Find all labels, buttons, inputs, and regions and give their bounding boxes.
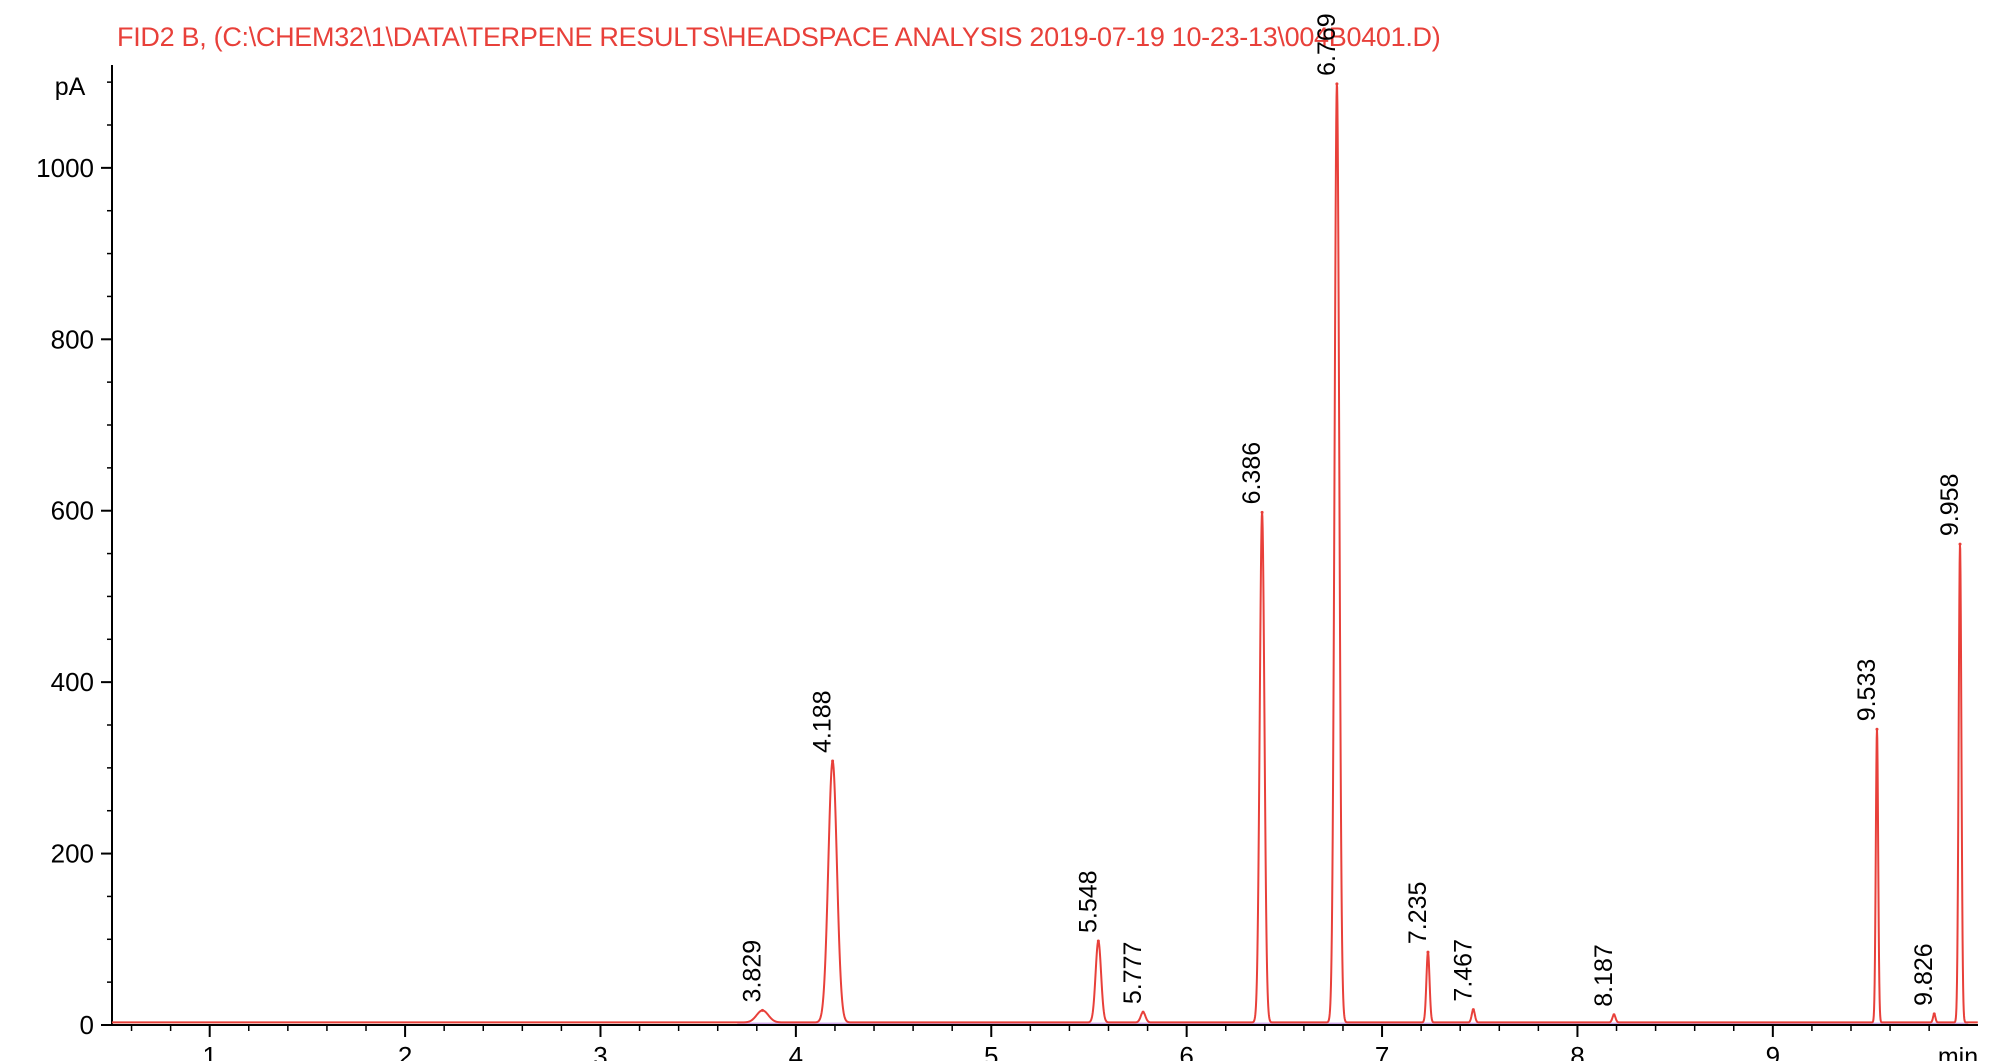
peak-apex	[1958, 542, 1962, 546]
y-tick-label: 200	[51, 839, 94, 869]
peak-apex	[1426, 950, 1430, 954]
peak-apex	[1875, 727, 1879, 731]
x-tick-label: 4	[789, 1041, 803, 1061]
peak-apex	[1932, 1012, 1936, 1016]
x-tick-label: 8	[1570, 1041, 1584, 1061]
peak-apex	[1471, 1008, 1475, 1012]
peak-apex	[1335, 82, 1339, 86]
peak-label: 6.386	[1238, 442, 1266, 505]
peak-label: 9.533	[1853, 659, 1881, 722]
x-tick-label: 2	[398, 1041, 412, 1061]
peak-label: 4.188	[809, 690, 837, 753]
peak-label: 3.829	[738, 940, 766, 1003]
chart-title: FID2 B, (C:\CHEM32\1\DATA\TERPENE RESULT…	[117, 22, 1441, 52]
x-tick-label: 5	[984, 1041, 998, 1061]
axes: 0 200 400 600 800 1000 pA 1 2 3 4 5 6 7 8 9 min	[36, 65, 1978, 1061]
signal-line	[111, 83, 1979, 1024]
peak-label: 7.235	[1404, 882, 1432, 945]
peak-apex	[1096, 939, 1100, 943]
x-tick-label: 3	[593, 1041, 607, 1061]
peak-apex	[760, 1008, 764, 1012]
peak-label: 5.777	[1119, 942, 1147, 1005]
peak-apex	[831, 759, 835, 763]
x-tick-label: 9	[1766, 1041, 1780, 1061]
y-tick-label: 1000	[36, 153, 94, 183]
y-tick-label: 800	[51, 324, 94, 354]
peak-label: 5.548	[1074, 870, 1102, 933]
peak-label: 9.958	[1936, 474, 1964, 537]
y-tick-label: 0	[80, 1010, 94, 1040]
peak-apex	[1260, 510, 1264, 514]
peak-apex	[1141, 1010, 1145, 1014]
x-tick-label: 1	[202, 1041, 216, 1061]
x-axis-label: min	[1938, 1043, 1978, 1061]
x-tick-label: 7	[1375, 1041, 1389, 1061]
peak-label: 8.187	[1590, 944, 1618, 1007]
y-tick-label: 600	[51, 496, 94, 526]
peak-label: 6.769	[1313, 13, 1341, 76]
peak-apex	[1612, 1013, 1616, 1017]
peak-label: 7.467	[1449, 939, 1477, 1002]
peak-labels: 3.829 4.188 5.548 5.777 6.386 6.769 7.235 7.467…	[738, 13, 1964, 1006]
x-tick-label: 6	[1179, 1041, 1193, 1061]
y-axis-label: pA	[55, 73, 86, 101]
chromatogram-trace	[111, 82, 1979, 1024]
peak-label: 9.826	[1910, 943, 1938, 1006]
y-tick-label: 400	[51, 667, 94, 697]
